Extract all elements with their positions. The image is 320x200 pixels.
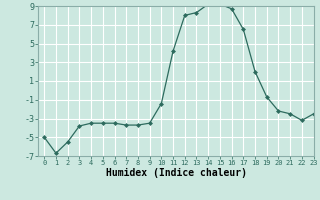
X-axis label: Humidex (Indice chaleur): Humidex (Indice chaleur) xyxy=(106,168,246,178)
